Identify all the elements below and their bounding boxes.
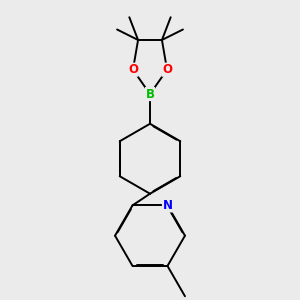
Text: B: B xyxy=(146,88,154,100)
Text: O: O xyxy=(162,63,172,76)
Text: N: N xyxy=(163,199,172,212)
Text: O: O xyxy=(128,63,138,76)
